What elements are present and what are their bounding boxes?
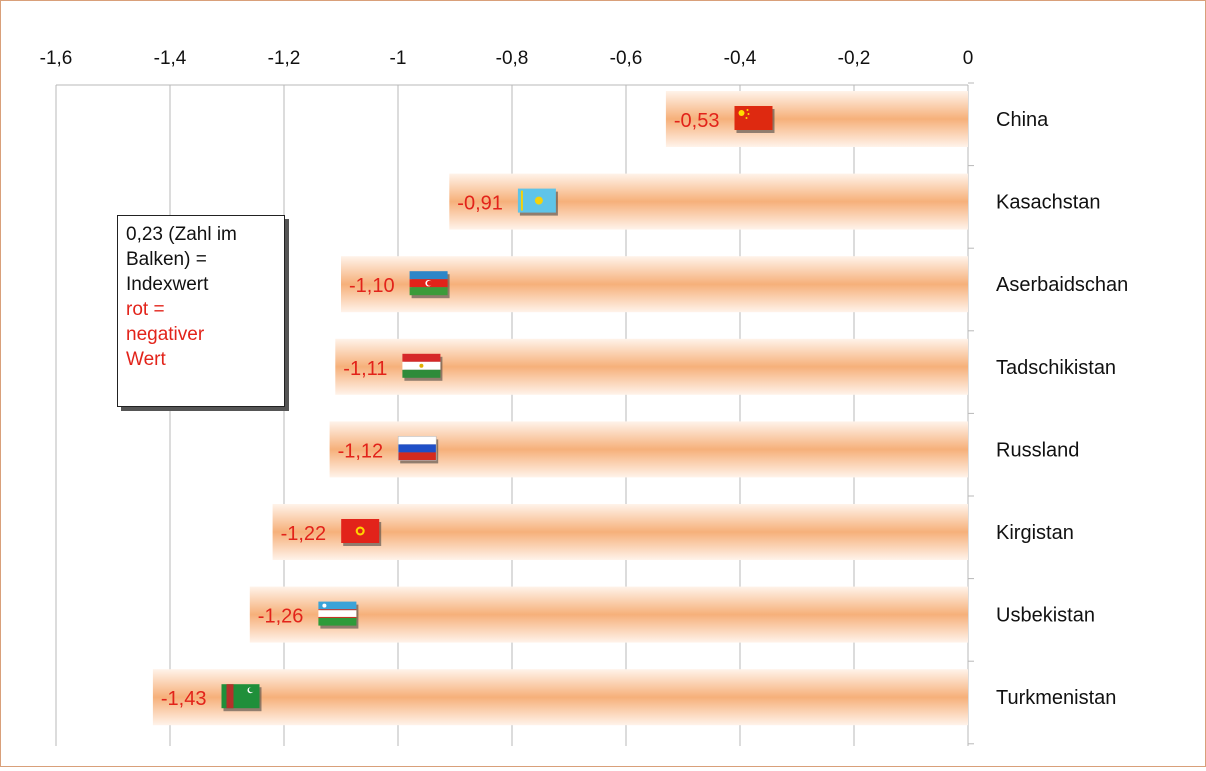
category-label: Kirgistan (996, 522, 1074, 544)
category-label: Tadschikistan (996, 357, 1116, 379)
x-tick-label: -1 (390, 48, 407, 69)
flag-china-icon (734, 106, 775, 133)
x-tick-label: -1,4 (154, 48, 187, 69)
flag-turkmenistan-icon (221, 684, 262, 712)
category-label: Russland (996, 439, 1079, 461)
bars (152, 91, 969, 726)
x-axis: -1,6 -1,4 -1,2 -1 -0,8 -0,6 -0,4 -0,2 0 (40, 48, 974, 745)
legend-note-box: 0,23 (Zahl im Balken) = Indexwert rot = … (117, 215, 285, 407)
bar-value-label: -1,11 (343, 358, 387, 380)
bar-value-label: -0,53 (674, 110, 720, 132)
category-label: Usbekistan (996, 605, 1095, 627)
bar (272, 504, 969, 560)
bar-value-label: -1,10 (349, 275, 395, 297)
bar (152, 669, 968, 726)
x-tick-label: -0,4 (724, 48, 757, 69)
labels: -0,53 China -0,91 Kasachstan -1,10 Aserbaidsc… (161, 106, 1128, 712)
legend-note-line-red: rot = (126, 299, 165, 320)
x-tick-label: -0,2 (838, 48, 871, 69)
flag-kyrgyzstan-icon (341, 519, 382, 546)
category-label: Turkmenistan (996, 687, 1116, 709)
bar-value-label: -1,12 (338, 440, 384, 462)
x-tick-label: -1,6 (40, 48, 73, 69)
flag-kazakhstan-icon (517, 188, 558, 216)
category-label: China (996, 109, 1049, 131)
legend-note-line: Indexwert (126, 274, 209, 295)
category-label: Aserbaidschan (996, 274, 1128, 296)
bar-value-label: -1,22 (281, 523, 327, 545)
legend-note-line-red: negativer (126, 324, 205, 345)
bar (665, 91, 968, 147)
flag-tajikistan-icon (402, 353, 443, 381)
x-tick-label: -0,8 (496, 48, 529, 69)
x-tick-label: -0,6 (610, 48, 643, 69)
bar-value-label: -0,91 (457, 193, 503, 215)
flag-russia-icon (397, 436, 439, 464)
flag-uzbekistan-icon (318, 601, 359, 629)
bar-value-label: -1,26 (258, 606, 304, 628)
legend-note-line-red: Wert (126, 349, 166, 370)
category-label: Kasachstan (996, 192, 1101, 214)
legend-note-line: 0,23 (Zahl im (126, 224, 237, 245)
legend-note-line: Balken) = (126, 249, 207, 270)
x-tick-label: -1,2 (268, 48, 301, 69)
bar-value-label: -1,43 (161, 688, 207, 710)
flag-azerbaijan-icon (409, 271, 450, 299)
x-tick-label: 0 (963, 48, 974, 69)
bar (249, 586, 969, 643)
